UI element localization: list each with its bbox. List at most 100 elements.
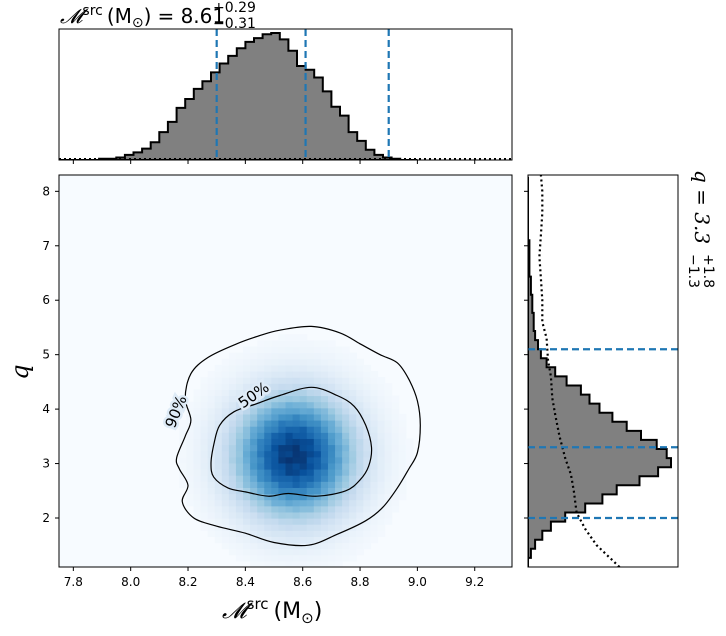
density-cell	[292, 456, 301, 464]
density-cell	[299, 493, 308, 501]
density-cell	[221, 358, 230, 366]
density-cell	[342, 499, 350, 507]
density-cell	[370, 401, 379, 409]
density-cell	[243, 346, 251, 354]
density-cell	[264, 407, 272, 415]
density-cell	[292, 469, 301, 476]
density-cell	[292, 371, 301, 378]
density-cell	[278, 438, 287, 446]
density-cell	[306, 511, 315, 519]
density-cell	[235, 530, 244, 537]
density-cell	[235, 389, 244, 397]
density-cell	[292, 444, 301, 452]
density-cell	[363, 413, 372, 421]
density-cell	[221, 383, 230, 390]
density-cell	[391, 401, 400, 409]
density-cell	[214, 364, 223, 372]
density-cell	[327, 524, 336, 531]
density-cell	[214, 518, 223, 525]
density-cell	[200, 377, 209, 384]
density-cell	[377, 426, 386, 433]
density-cell	[320, 542, 329, 550]
density-cell	[320, 444, 329, 452]
density-cell	[370, 469, 379, 476]
density-cell	[356, 389, 364, 397]
density-cell	[349, 438, 357, 446]
density-cell	[313, 481, 322, 488]
density-cell	[285, 377, 294, 384]
density-cell	[264, 426, 272, 433]
density-cell	[356, 426, 364, 433]
density-cell	[377, 530, 386, 537]
density-cell	[278, 554, 287, 562]
density-cell	[207, 371, 216, 378]
density-cell	[235, 371, 244, 378]
density-cell	[349, 554, 357, 562]
density-cell	[299, 334, 308, 341]
density-cell	[398, 469, 407, 476]
density-cell	[327, 548, 336, 556]
density-cell	[327, 438, 336, 446]
density-cell	[292, 340, 301, 348]
density-cell	[257, 413, 265, 421]
density-cell	[349, 377, 357, 384]
y-tick-label: 2	[42, 511, 50, 525]
density-cell	[377, 407, 386, 415]
density-cell	[292, 352, 301, 360]
density-cell	[384, 499, 393, 507]
density-cell	[320, 352, 329, 360]
density-cell	[186, 493, 195, 501]
density-cell	[299, 389, 308, 397]
density-cell	[335, 548, 343, 556]
density-cell	[228, 511, 237, 519]
x-tick-label: 8.0	[121, 575, 140, 589]
density-cell	[349, 493, 357, 501]
density-cell	[228, 438, 237, 446]
density-cell	[335, 462, 343, 470]
density-cell	[214, 432, 223, 439]
density-cell	[320, 401, 329, 409]
density-cell	[271, 401, 280, 409]
density-cell	[257, 383, 265, 390]
density-cell	[292, 493, 301, 501]
density-cell	[228, 395, 237, 403]
density-cell	[299, 560, 308, 567]
density-cell	[370, 499, 379, 507]
density-cell	[398, 462, 407, 470]
density-cell	[264, 358, 272, 366]
density-cell	[243, 420, 251, 427]
density-cell	[370, 524, 379, 531]
x-axis-label: 𝓜src (M⊙)	[222, 595, 322, 627]
density-cell	[320, 383, 329, 390]
density-cell	[243, 438, 251, 446]
density-cell	[235, 413, 244, 421]
density-cell	[313, 358, 322, 366]
density-cell	[398, 456, 407, 464]
density-cell	[306, 432, 315, 439]
density-cell	[278, 511, 287, 519]
density-cell	[235, 542, 244, 550]
density-cell	[342, 530, 350, 537]
density-cell	[228, 469, 237, 476]
density-cell	[356, 413, 364, 421]
density-cell	[235, 432, 244, 439]
density-cell	[207, 395, 216, 403]
density-cell	[398, 444, 407, 452]
density-cell	[278, 364, 287, 372]
density-cell	[278, 469, 287, 476]
density-cell	[235, 444, 244, 452]
density-cell	[207, 407, 216, 415]
density-cell	[278, 462, 287, 470]
density-cell	[207, 438, 216, 446]
density-cell	[349, 420, 357, 427]
density-cell	[179, 469, 188, 476]
density-cell	[377, 518, 386, 525]
density-cell	[320, 548, 329, 556]
density-cell	[370, 432, 379, 439]
density-cell	[271, 413, 280, 421]
density-cell	[335, 456, 343, 464]
density-cell	[313, 475, 322, 482]
density-cell	[391, 493, 400, 501]
density-cell	[391, 469, 400, 476]
density-cell	[342, 542, 350, 550]
